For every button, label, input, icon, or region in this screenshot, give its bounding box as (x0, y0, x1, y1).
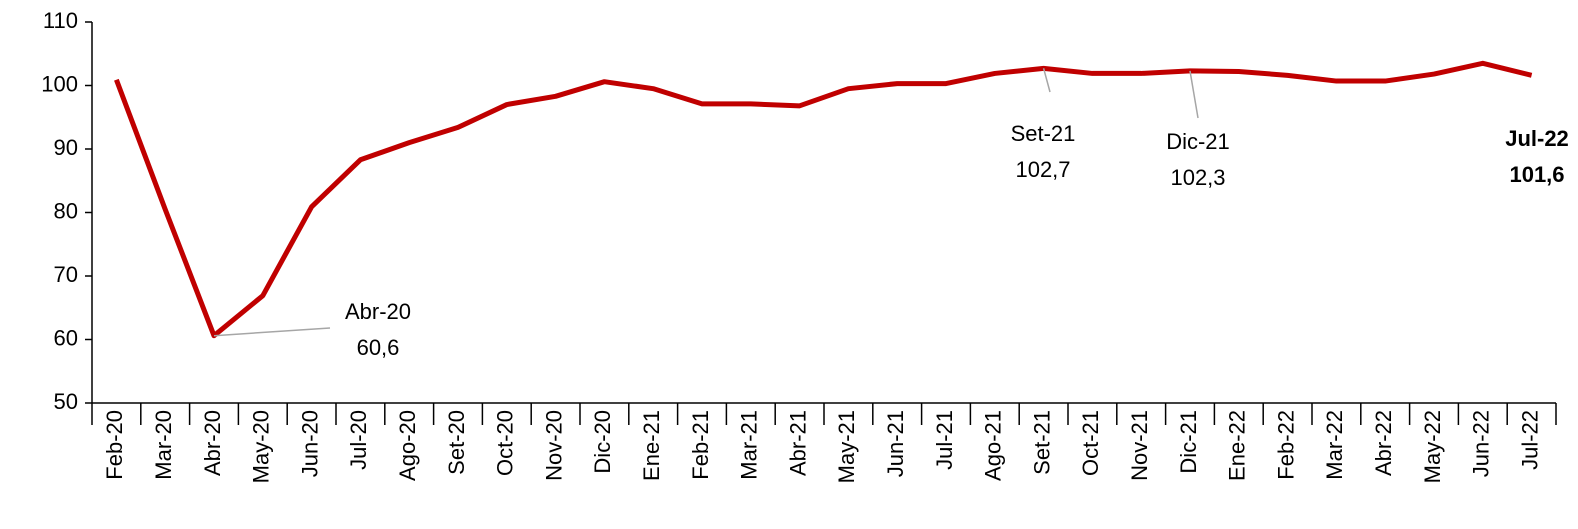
x-tick-label: Feb-20 (102, 410, 127, 480)
x-tick-label: Nov-20 (541, 410, 566, 481)
y-tick-label: 80 (54, 198, 78, 223)
x-tick-label: Nov-21 (1127, 410, 1152, 481)
data-line (114, 60, 1533, 339)
y-tick-label: 100 (41, 71, 78, 96)
x-tick-label: Jul-22 (1517, 410, 1542, 470)
annotation-value: 102,3 (1170, 165, 1225, 190)
x-tick-label: Set-21 (1029, 410, 1054, 475)
leader-line (1042, 68, 1051, 93)
x-tick-label: Abr-21 (785, 410, 810, 476)
x-tick-label: Feb-22 (1273, 410, 1298, 480)
x-tick-label: Abr-22 (1371, 410, 1396, 476)
x-tick-label: Dic-20 (590, 410, 615, 474)
annotation-value: 60,6 (357, 335, 400, 360)
annotation-value: 101,6 (1509, 162, 1564, 187)
x-tick-label: Set-20 (444, 410, 469, 475)
x-tick-label: Ago-20 (395, 410, 420, 481)
x-tick-label: Jun-20 (297, 410, 322, 477)
x-tick-label: Jul-20 (346, 410, 371, 470)
y-tick-label: 90 (54, 135, 78, 160)
y-tick-label: 50 (54, 389, 78, 414)
x-tick-label: Mar-20 (151, 410, 176, 480)
x-tick-label: Jun-22 (1469, 410, 1494, 477)
x-tick-label: Ene-21 (639, 410, 664, 481)
x-tick-label: May-21 (834, 410, 859, 483)
x-tick-label: Mar-22 (1322, 410, 1347, 480)
x-tick-label: Jul-21 (932, 410, 957, 470)
leader-line (1189, 70, 1199, 119)
annotation-name: Abr-20 (345, 299, 411, 324)
x-tick-label: Abr-20 (200, 410, 225, 476)
x-tick-label: Feb-21 (688, 410, 713, 480)
x-tick-label: May-22 (1420, 410, 1445, 483)
x-tick-label: Ago-21 (981, 410, 1006, 481)
x-tick-label: Jun-21 (883, 410, 908, 477)
x-tick-label: Mar-21 (737, 410, 762, 480)
y-tick-label: 60 (54, 325, 78, 350)
annotation-value: 102,7 (1015, 157, 1070, 182)
y-tick-label: 110 (43, 8, 78, 33)
annotation-name: Dic-21 (1166, 129, 1230, 154)
leader-line (213, 327, 331, 337)
x-tick-label: Oct-21 (1078, 410, 1103, 476)
x-tick-label: Ene-22 (1225, 410, 1250, 481)
x-tick-label: Dic-21 (1176, 410, 1201, 474)
x-tick-label: May-20 (249, 410, 274, 483)
annotation-name: Jul-22 (1505, 126, 1569, 151)
x-tick-label: Oct-20 (493, 410, 518, 476)
annotation-name: Set-21 (1011, 121, 1076, 146)
y-tick-label: 70 (54, 262, 78, 287)
